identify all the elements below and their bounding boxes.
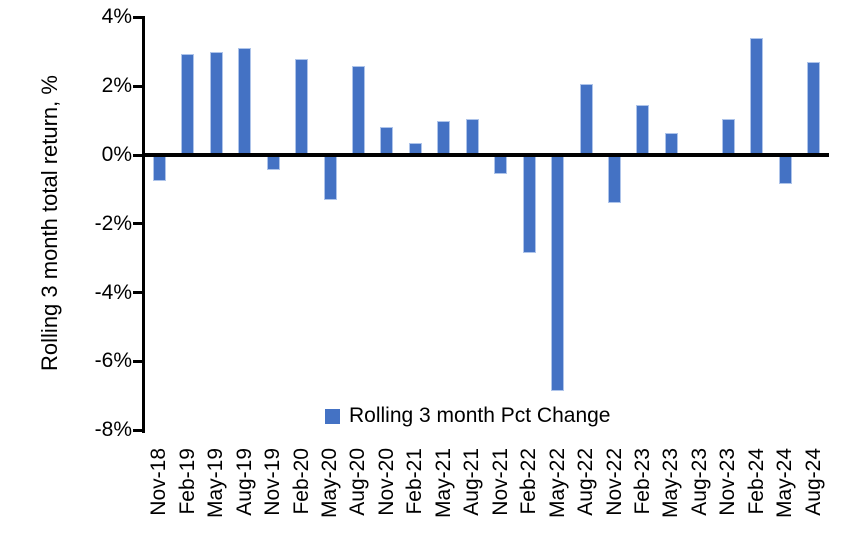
bar bbox=[323, 155, 337, 200]
x-tick-label: Nov-20 bbox=[374, 448, 398, 516]
x-tick-label: Feb-23 bbox=[630, 448, 654, 515]
x-tick-label: Nov-21 bbox=[488, 448, 512, 516]
y-tick-mark bbox=[133, 15, 144, 19]
x-tick-label: Aug-24 bbox=[801, 448, 825, 516]
x-tick-label: Feb-24 bbox=[744, 448, 768, 515]
x-tick-label: Feb-19 bbox=[175, 448, 199, 515]
x-tick-label: May-21 bbox=[431, 448, 455, 519]
y-tick-mark bbox=[133, 84, 144, 88]
bar bbox=[807, 62, 821, 155]
y-tick-label: 0% bbox=[101, 143, 132, 166]
legend-marker-icon bbox=[325, 408, 340, 424]
x-tick-label: Feb-21 bbox=[403, 448, 427, 515]
bar bbox=[465, 118, 479, 155]
y-tick-label: -2% bbox=[94, 211, 132, 235]
bar bbox=[380, 127, 394, 155]
y-tick-mark bbox=[133, 428, 144, 432]
x-tick-label: Aug-21 bbox=[460, 448, 484, 516]
x-tick-label: Nov-22 bbox=[602, 448, 626, 516]
bar bbox=[579, 84, 593, 155]
x-tick-label: May-24 bbox=[773, 448, 797, 519]
x-tick-label: Aug-19 bbox=[232, 448, 256, 516]
x-tick-label: May-20 bbox=[318, 448, 341, 519]
x-tick-label: May-22 bbox=[545, 448, 569, 519]
x-tick-label: Nov-23 bbox=[716, 448, 740, 516]
bar bbox=[437, 120, 451, 155]
y-tick-mark bbox=[133, 153, 144, 157]
bar bbox=[522, 155, 536, 254]
y-tick-label: -6% bbox=[94, 349, 132, 373]
y-tick-label: 4% bbox=[101, 5, 132, 29]
legend-label: Rolling 3 month Pct Change bbox=[349, 404, 611, 427]
y-tick-mark bbox=[133, 359, 144, 363]
bar bbox=[750, 38, 764, 155]
bar bbox=[608, 155, 621, 204]
x-tick-label: Aug-23 bbox=[687, 448, 711, 516]
x-tick-label: Nov-18 bbox=[147, 448, 171, 516]
x-tick-label: Feb-22 bbox=[517, 448, 541, 515]
y-tick-mark bbox=[133, 291, 144, 295]
bar bbox=[181, 53, 195, 155]
y-tick-label: 2% bbox=[101, 74, 132, 98]
bar bbox=[721, 118, 735, 155]
y-tick-label: -8% bbox=[94, 418, 132, 442]
x-tick-label: May-23 bbox=[659, 448, 683, 519]
x-tick-label: Aug-20 bbox=[346, 448, 370, 516]
bar bbox=[152, 155, 166, 181]
y-tick-mark bbox=[133, 222, 144, 226]
x-tick-label: May-19 bbox=[204, 448, 228, 519]
bar bbox=[209, 51, 223, 155]
x-tick-label: Aug-22 bbox=[574, 448, 598, 516]
y-axis-title: Rolling 3 month total return, % bbox=[37, 75, 62, 371]
y-tick-label: -4% bbox=[94, 280, 132, 304]
bar bbox=[664, 132, 678, 155]
zero-axis-line bbox=[144, 153, 829, 157]
bar bbox=[636, 105, 650, 155]
bar bbox=[238, 48, 252, 155]
bar bbox=[266, 155, 280, 171]
x-tick-label: Feb-20 bbox=[289, 448, 313, 515]
bar bbox=[778, 155, 792, 185]
bar bbox=[351, 65, 365, 155]
bar bbox=[551, 155, 565, 391]
bar bbox=[494, 155, 508, 174]
bar bbox=[295, 58, 309, 155]
x-tick-label: Nov-19 bbox=[261, 448, 285, 516]
legend: Rolling 3 month Pct Change bbox=[325, 404, 611, 428]
